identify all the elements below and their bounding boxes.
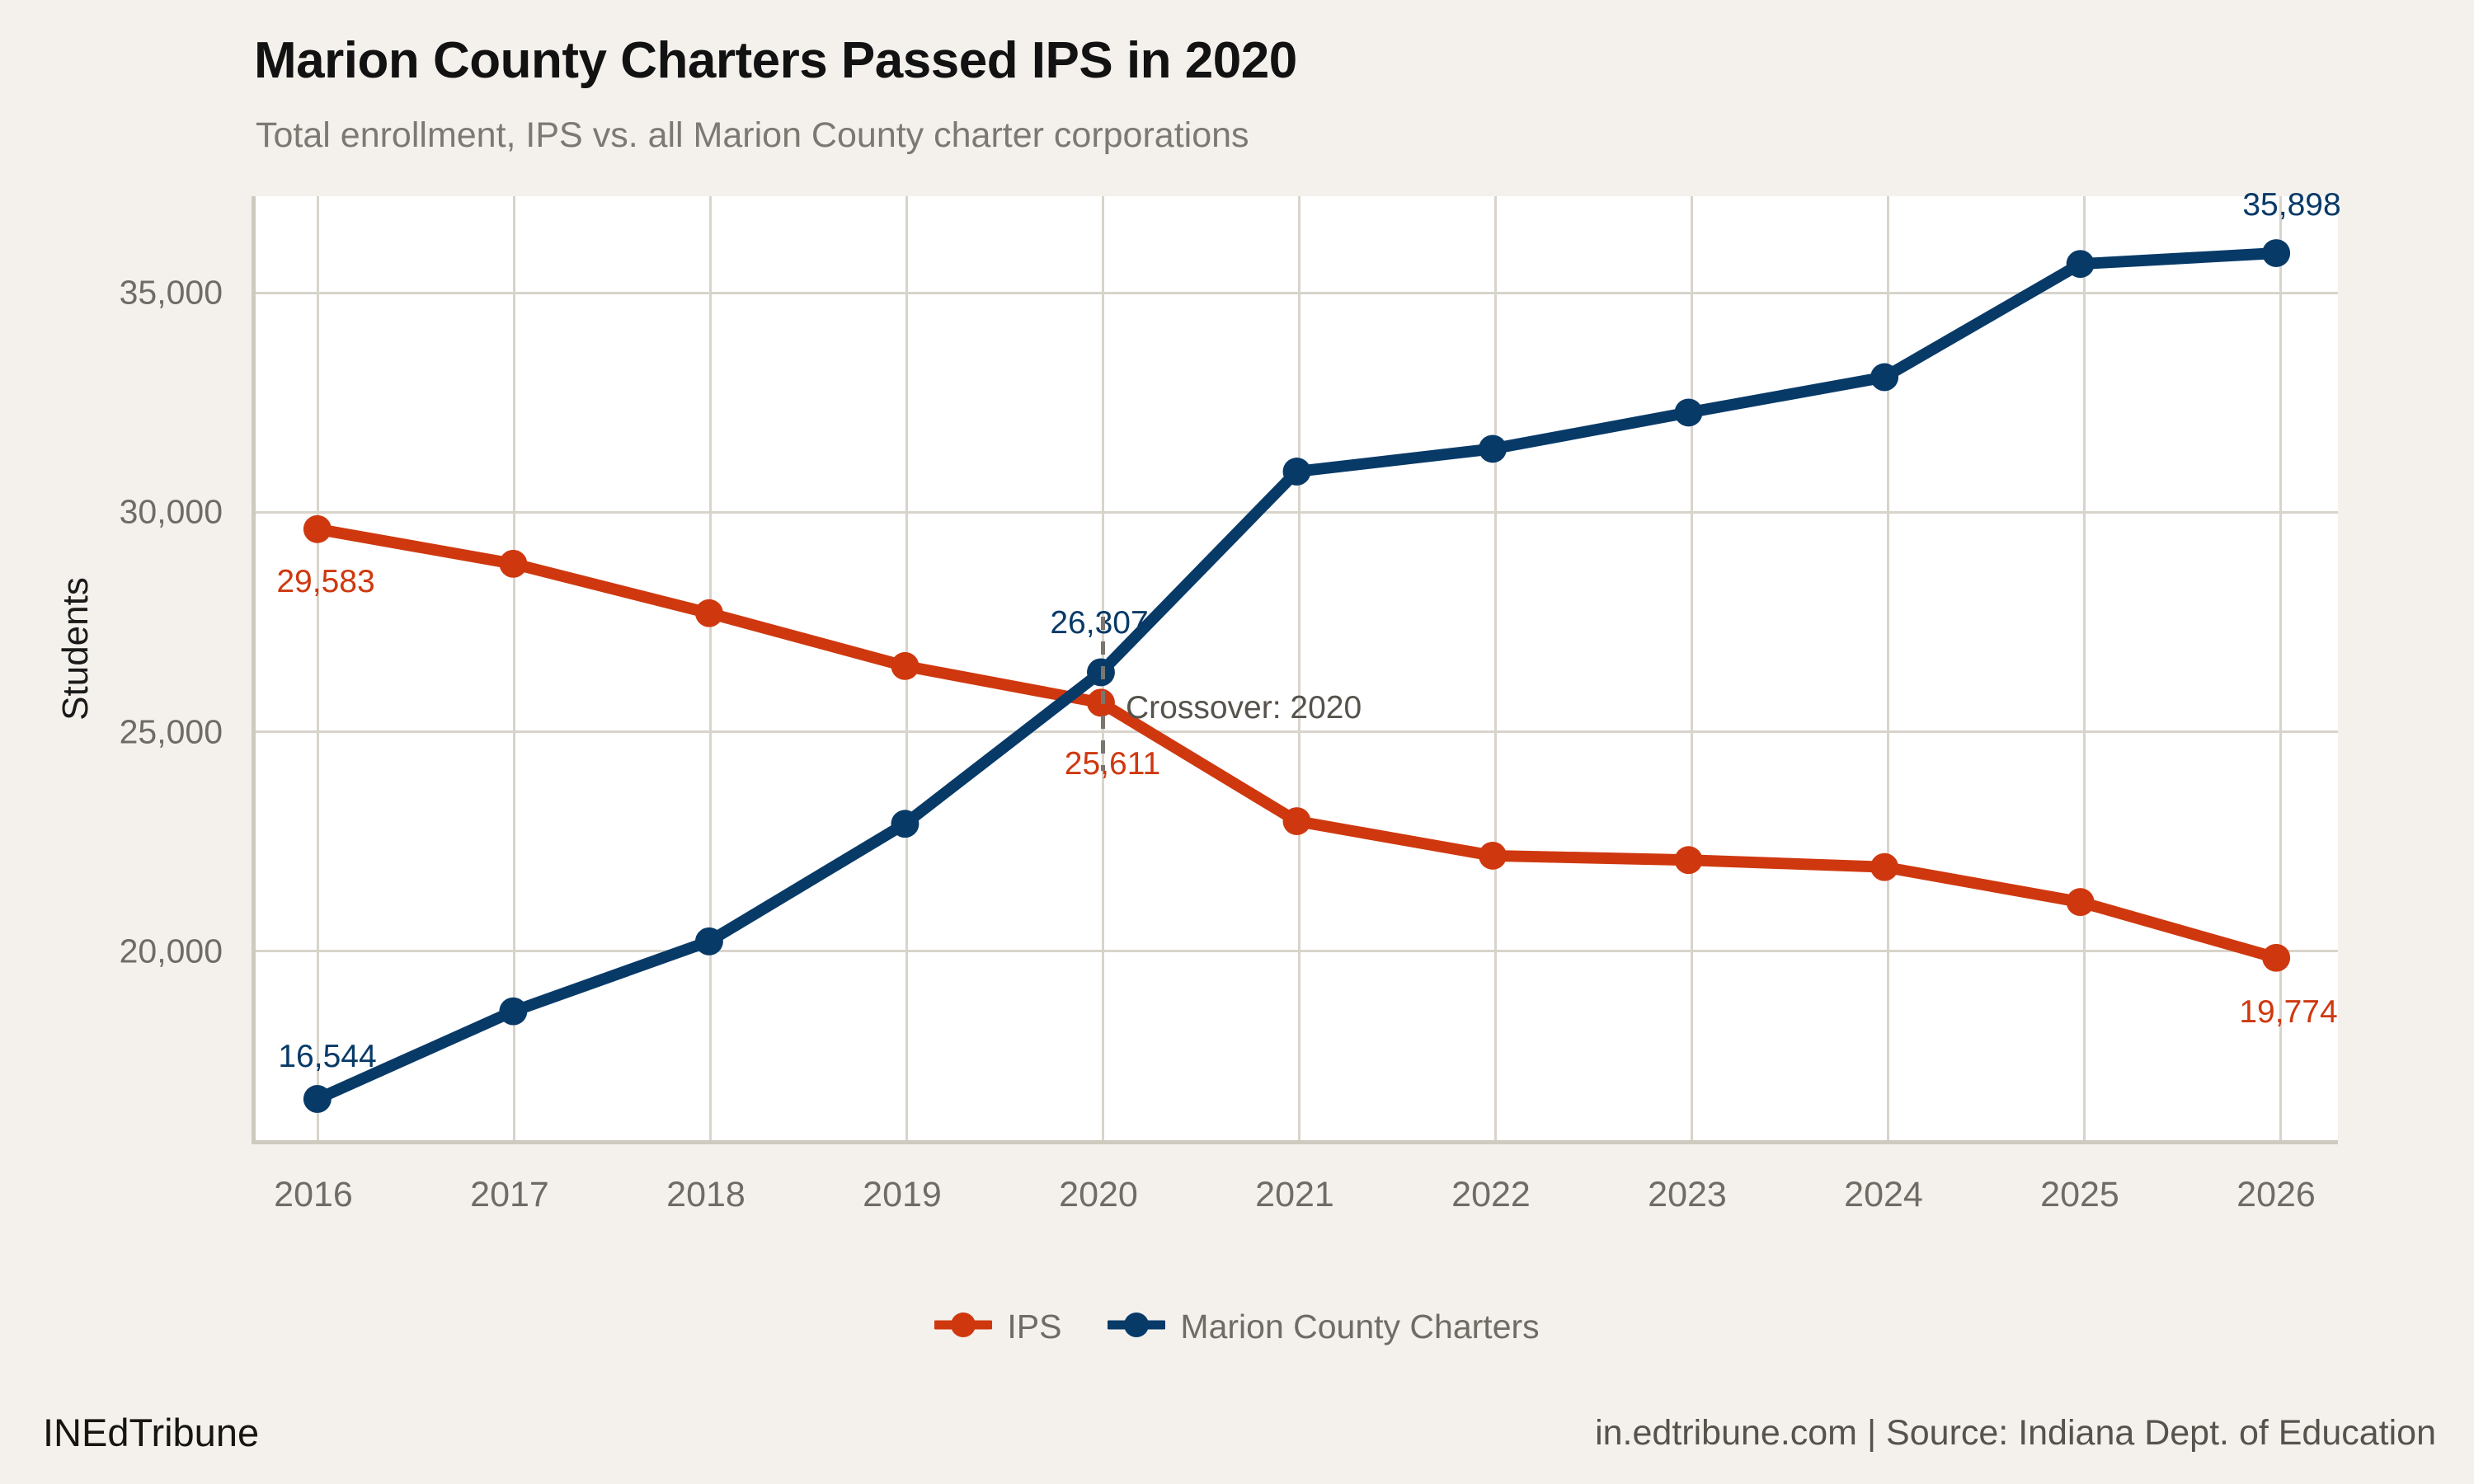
data-point-marker[interactable]: [891, 810, 920, 838]
data-point-marker[interactable]: [1282, 807, 1311, 835]
data-point-marker[interactable]: [1674, 846, 1703, 875]
gridline-horizontal: [256, 291, 2338, 294]
data-point-marker[interactable]: [303, 514, 332, 543]
y-tick-label: 30,000: [119, 492, 223, 531]
point-value-label: 26,307: [1050, 604, 1149, 641]
data-point-marker[interactable]: [2066, 888, 2095, 917]
legend-label: Marion County Charters: [1180, 1308, 1540, 1345]
y-tick-label: 35,000: [119, 273, 223, 312]
footer-brand: INEdTribune: [43, 1411, 260, 1454]
data-point-marker[interactable]: [694, 599, 723, 627]
legend-item-ips[interactable]: IPS: [931, 1308, 1062, 1346]
data-point-marker[interactable]: [1870, 363, 1899, 392]
x-tick-label: 2026: [2236, 1175, 2316, 1214]
y-tick-label: 20,000: [119, 932, 223, 970]
data-point-marker[interactable]: [2066, 250, 2095, 279]
series-line: [311, 247, 2283, 1105]
gridline-horizontal: [256, 730, 2338, 734]
gridline-vertical: [708, 196, 712, 1140]
point-value-label: 25,611: [1064, 746, 1161, 782]
data-point-marker[interactable]: [891, 651, 920, 680]
x-tick-label: 2024: [1844, 1175, 1923, 1214]
legend-marker-icon: [931, 1311, 995, 1343]
x-tick-label: 2018: [666, 1175, 745, 1214]
x-tick-label: 2020: [1059, 1175, 1138, 1214]
legend-item-charters[interactable]: Marion County Charters: [1104, 1308, 1540, 1346]
gridline-vertical: [2082, 196, 2086, 1140]
legend-label: IPS: [1007, 1308, 1062, 1345]
gridline-vertical: [1297, 196, 1300, 1140]
footer-source: in.edtribune.com | Source: Indiana Dept.…: [1595, 1413, 2436, 1453]
point-value-label: 16,544: [278, 1038, 377, 1074]
point-value-label: 29,583: [276, 563, 375, 599]
x-tick-label: 2016: [274, 1175, 353, 1214]
data-point-marker[interactable]: [1282, 458, 1311, 486]
y-axis-ticks: 20,000 25,000 30,000 35,000: [0, 196, 223, 1144]
gridline-vertical: [2279, 196, 2282, 1140]
x-tick-label: 2025: [2040, 1175, 2119, 1214]
point-value-label: 19,774: [2239, 993, 2338, 1030]
chart-title: Marion County Charters Passed IPS in 202…: [254, 32, 1297, 89]
series-lines: [303, 239, 2291, 1113]
chart-legend: IPS Marion County Charters: [0, 1308, 2474, 1346]
gridline-vertical: [1690, 196, 1693, 1140]
crossover-dashed-line: [1100, 616, 1105, 771]
x-tick-label: 2019: [863, 1175, 942, 1214]
crossover-annotation-label: Crossover: 2020: [1126, 690, 1362, 726]
plot-area: 29,583 25,611 19,774 16,544 26,307 35,898 Cro…: [252, 187, 2341, 1144]
gridline-vertical: [1886, 196, 1889, 1140]
point-value-label: 35,898: [2242, 187, 2341, 223]
data-point-marker[interactable]: [303, 1085, 332, 1113]
x-axis-ticks: 2016 2017 2018 2019 2020 2021 2022 2023 2024 2025…: [252, 1175, 2338, 1224]
data-point-marker[interactable]: [499, 997, 528, 1026]
data-point-marker[interactable]: [1674, 398, 1703, 427]
y-tick-label: 25,000: [119, 712, 223, 751]
x-tick-label: 2022: [1451, 1175, 1531, 1214]
gridline-vertical: [512, 196, 515, 1140]
data-point-marker[interactable]: [499, 549, 528, 578]
series-line: [311, 523, 2283, 964]
data-point-marker[interactable]: [1870, 852, 1899, 881]
chart-subtitle: Total enrollment, IPS vs. all Marion Cou…: [256, 115, 1249, 155]
x-tick-label: 2023: [1648, 1175, 1727, 1214]
data-point-marker[interactable]: [1479, 841, 1507, 870]
gridline-vertical: [1493, 196, 1497, 1140]
x-tick-label: 2021: [1255, 1175, 1334, 1214]
data-point-marker[interactable]: [1479, 434, 1507, 463]
plot-inner: 29,583 25,611 19,774 16,544 26,307 35,898 Cro…: [256, 187, 2341, 1140]
data-point-marker[interactable]: [694, 927, 723, 956]
data-point-marker[interactable]: [2262, 943, 2291, 972]
gridline-horizontal: [256, 510, 2338, 514]
gridline-vertical: [316, 196, 319, 1140]
data-point-marker[interactable]: [2262, 239, 2291, 267]
legend-marker-icon: [1104, 1311, 1169, 1343]
x-tick-label: 2017: [470, 1175, 549, 1214]
gridline-horizontal: [256, 950, 2338, 953]
